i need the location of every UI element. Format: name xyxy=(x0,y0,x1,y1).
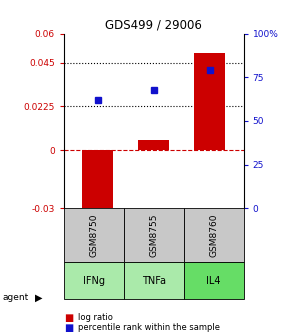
Bar xyxy=(194,53,225,150)
Bar xyxy=(184,208,244,262)
Bar xyxy=(124,208,184,262)
Title: GDS499 / 29006: GDS499 / 29006 xyxy=(105,18,202,31)
Text: ■: ■ xyxy=(64,323,73,333)
Bar xyxy=(64,262,124,299)
Bar xyxy=(184,262,244,299)
Text: IL4: IL4 xyxy=(206,276,221,286)
Bar xyxy=(64,208,124,262)
Bar xyxy=(138,140,169,150)
Text: GSM8750: GSM8750 xyxy=(89,213,98,257)
Text: ■: ■ xyxy=(64,312,73,323)
Text: GSM8755: GSM8755 xyxy=(149,213,158,257)
Text: log ratio: log ratio xyxy=(78,313,113,322)
Text: ▶: ▶ xyxy=(35,292,42,302)
Text: GSM8760: GSM8760 xyxy=(209,213,218,257)
Text: percentile rank within the sample: percentile rank within the sample xyxy=(78,323,220,332)
Text: agent: agent xyxy=(3,293,29,302)
Text: TNFa: TNFa xyxy=(142,276,166,286)
Text: IFNg: IFNg xyxy=(83,276,105,286)
Bar xyxy=(124,262,184,299)
Bar xyxy=(82,150,113,214)
